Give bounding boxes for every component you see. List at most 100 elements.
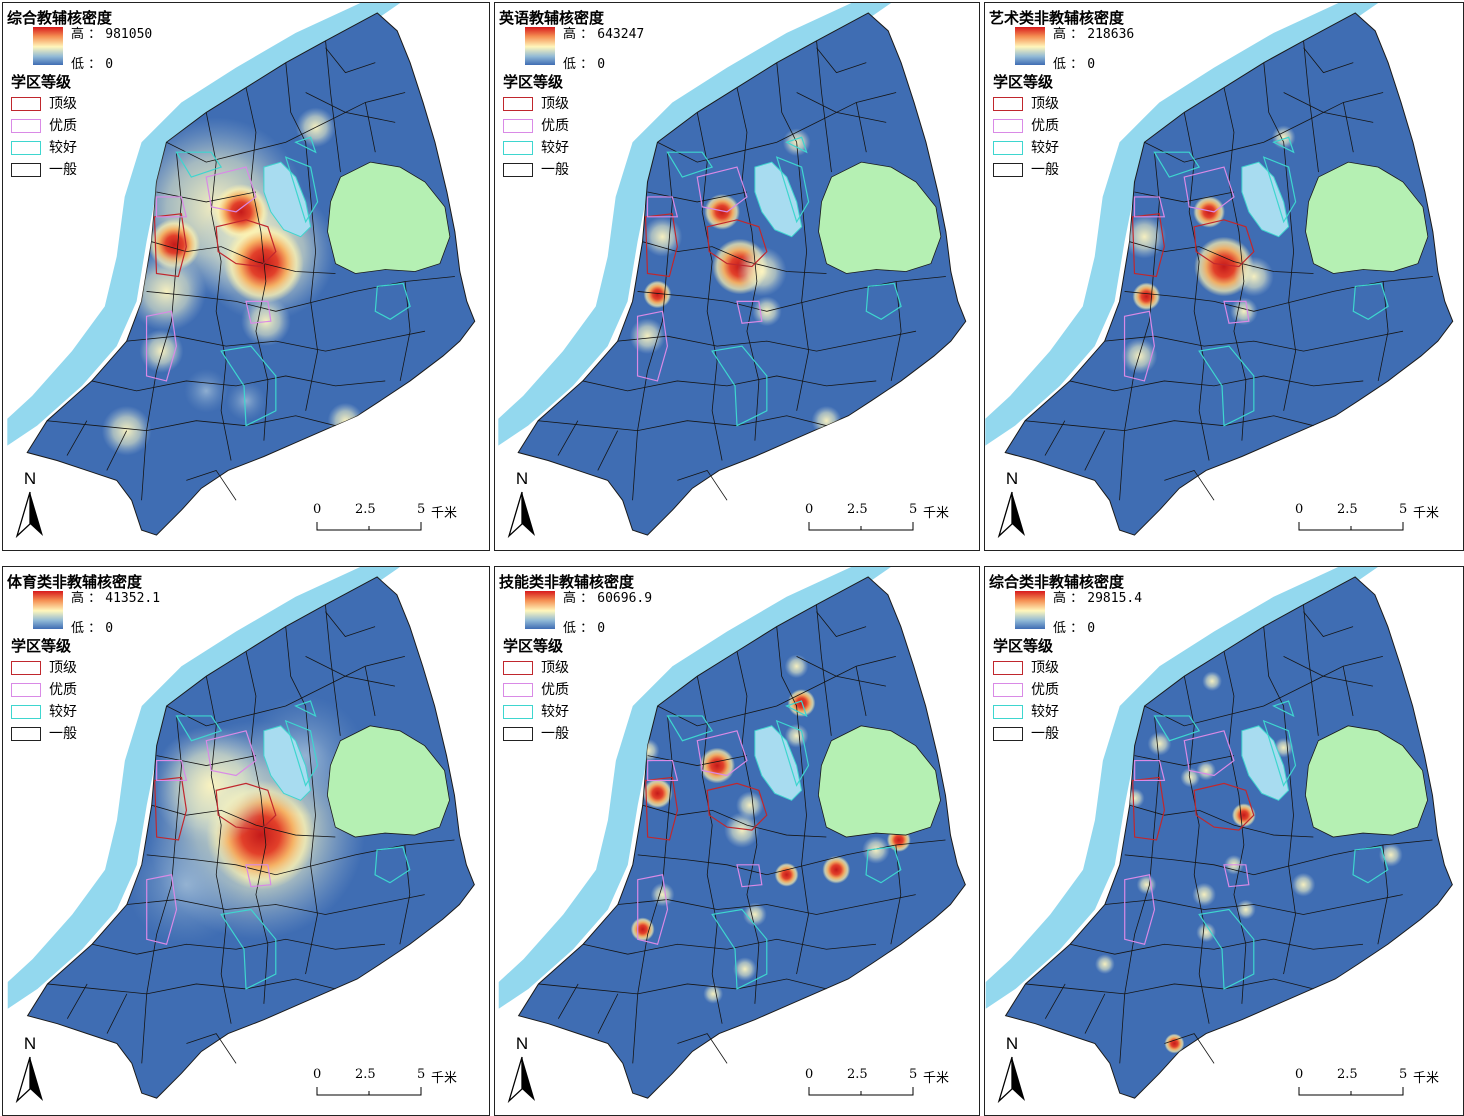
legend-swatch xyxy=(993,97,1023,111)
legend-swatch xyxy=(993,727,1023,741)
river xyxy=(985,567,1378,1009)
legend-swatch xyxy=(993,705,1023,719)
legend-swatch xyxy=(993,683,1023,697)
legend-item-quality: 优质 xyxy=(11,679,77,698)
density-glow xyxy=(327,402,364,439)
legend-low: 低 ： 0 xyxy=(71,621,114,636)
legend-swatch xyxy=(11,119,41,133)
legend-swatch xyxy=(993,119,1023,133)
panel-title: 综合教辅核密度 xyxy=(7,9,113,27)
legend-title: 学区等级 xyxy=(11,73,72,91)
svg-text:N: N xyxy=(1006,470,1018,488)
density-map xyxy=(985,567,1453,1099)
density-color-ramp xyxy=(1015,27,1045,65)
svg-text:N: N xyxy=(24,1035,36,1053)
park xyxy=(327,161,451,274)
legend-item-good: 较好 xyxy=(11,137,77,156)
legend-swatch xyxy=(11,163,41,177)
legend-item-normal: 一般 xyxy=(993,723,1059,742)
legend-high: 高 ： 41352.1 xyxy=(71,591,161,606)
legend-item-top: 顶级 xyxy=(993,657,1059,676)
density-hotspot xyxy=(630,917,655,942)
legend-item-quality: 优质 xyxy=(503,115,569,134)
legend-swatch xyxy=(11,97,41,111)
district-boundaries xyxy=(1025,40,1433,501)
district-top xyxy=(154,776,277,841)
north-arrow-icon: N xyxy=(15,1035,43,1104)
legend-swatch xyxy=(11,683,41,697)
legend-item-normal: 一般 xyxy=(503,723,569,742)
density-color-ramp xyxy=(525,27,555,65)
legend-swatch xyxy=(11,661,41,675)
lake xyxy=(263,161,312,238)
district-top xyxy=(153,213,277,278)
density-glow xyxy=(784,723,809,748)
district-good xyxy=(666,136,902,427)
legend-title: 学区等级 xyxy=(993,73,1054,91)
legend-high: 高 ： 29815.4 xyxy=(1053,591,1143,606)
district-boundaries xyxy=(47,40,455,501)
kernel-density-surface xyxy=(630,654,911,1004)
legend-item-normal: 一般 xyxy=(11,723,77,742)
density-color-ramp xyxy=(525,591,555,629)
legend-swatch xyxy=(993,141,1023,155)
park xyxy=(327,725,450,838)
density-glow xyxy=(1271,125,1296,150)
svg-text:N: N xyxy=(1006,1035,1018,1053)
density-glow xyxy=(733,957,757,981)
lake xyxy=(754,161,803,238)
legend-low: 低 ： 0 xyxy=(1053,57,1096,72)
legend-item-normal: 一般 xyxy=(503,159,569,178)
lake xyxy=(1241,725,1290,801)
density-color-ramp xyxy=(1015,591,1045,629)
panel-title: 英语教辅核密度 xyxy=(499,9,605,27)
density-glow xyxy=(1202,671,1223,692)
park xyxy=(818,725,941,838)
density-hotspot xyxy=(642,778,673,809)
kernel-density-surface xyxy=(1121,125,1296,374)
legend-swatch xyxy=(503,119,533,133)
legend-low: 低 ： 0 xyxy=(71,57,114,72)
density-map-panel-2: 英语教辅核密度 高 ： 643247 低 ： 0 学区等级 顶级 优质 较好 一… xyxy=(494,2,980,551)
legend-item-quality: 优质 xyxy=(993,679,1059,698)
district-top xyxy=(1132,776,1255,841)
density-map-panel-6: 综合类非教辅核密度 高 ： 29815.4 低 ： 0 学区等级 顶级 优质 较… xyxy=(984,566,1464,1116)
district-boundaries xyxy=(538,40,946,501)
district-quality xyxy=(1123,166,1250,382)
density-glow xyxy=(1233,256,1274,297)
legend-swatch xyxy=(503,141,533,155)
density-glow xyxy=(1136,874,1157,895)
density-glow xyxy=(629,318,666,355)
legend-swatch xyxy=(503,97,533,111)
density-color-ramp xyxy=(33,591,63,629)
scale-bar: 0 2.5 5 千米 xyxy=(1281,1067,1451,1103)
density-glow xyxy=(1122,214,1167,259)
density-glow xyxy=(126,825,246,945)
legend-item-top: 顶级 xyxy=(503,657,569,676)
panel-title: 艺术类非教辅核密度 xyxy=(989,9,1125,27)
density-map xyxy=(7,3,476,536)
legend-low: 低 ： 0 xyxy=(563,621,606,636)
district-boundaries xyxy=(47,604,455,1064)
svg-text:N: N xyxy=(516,1035,528,1053)
legend-item-good: 较好 xyxy=(993,137,1059,156)
density-glow xyxy=(1196,922,1217,943)
north-arrow-icon: N xyxy=(997,470,1025,539)
legend-high: 高 ： 643247 xyxy=(563,27,645,42)
density-glow xyxy=(184,368,229,413)
district-quality xyxy=(637,730,763,945)
district-good xyxy=(666,700,902,990)
legend-swatch xyxy=(503,705,533,719)
legend-low: 低 ： 0 xyxy=(1053,621,1096,636)
legend-title: 学区等级 xyxy=(503,637,564,655)
svg-text:N: N xyxy=(24,470,36,488)
density-glow xyxy=(1147,731,1172,756)
density-glow xyxy=(1291,872,1316,897)
legend-item-normal: 一般 xyxy=(993,159,1059,178)
legend-item-quality: 优质 xyxy=(11,115,77,134)
density-hotspot xyxy=(822,855,851,884)
north-arrow-icon: N xyxy=(507,1035,535,1104)
density-glow xyxy=(151,725,271,845)
density-map xyxy=(498,567,966,1099)
scale-bar: 0 2.5 5 千米 xyxy=(1281,502,1451,538)
